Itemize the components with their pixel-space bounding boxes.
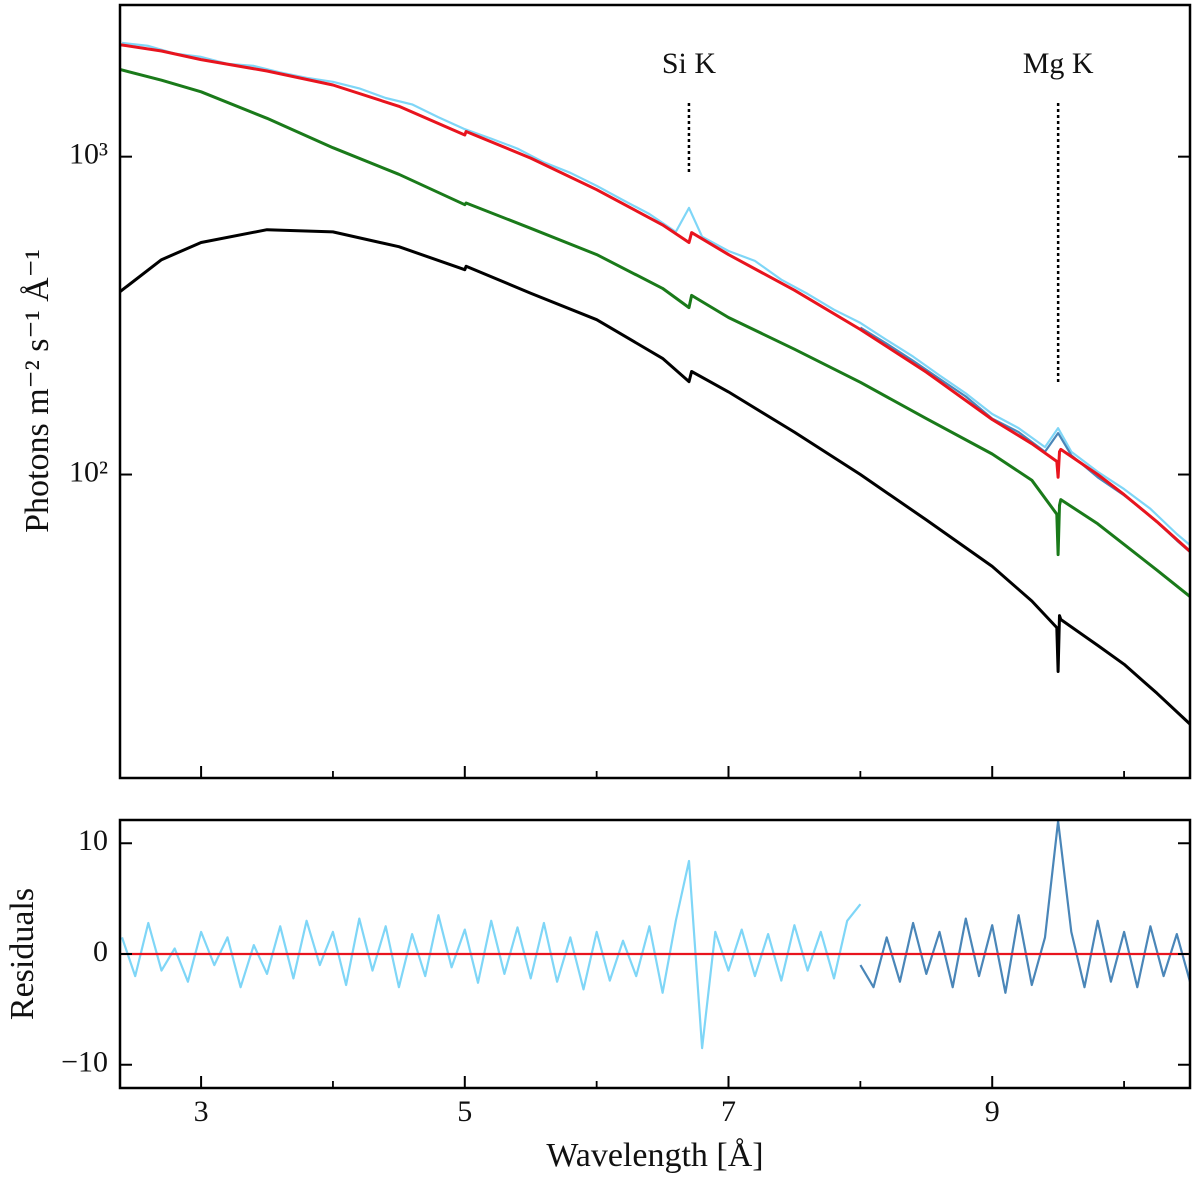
- x-axis-label: Wavelength [Å]: [546, 1137, 763, 1174]
- y-tick-label: 10: [78, 824, 108, 857]
- x-tick-label: 9: [985, 1095, 1000, 1128]
- data-line: [120, 859, 862, 1050]
- annotation-label: Si K: [662, 47, 717, 80]
- data-line: [120, 43, 1190, 553]
- y-tick-label: 10³: [69, 138, 108, 171]
- x-tick-label: 5: [457, 1095, 472, 1128]
- x-tick-label: 3: [194, 1095, 209, 1128]
- y-axis-label: Photons m⁻² s⁻¹ Å⁻¹: [19, 249, 56, 533]
- y-tick-label: 0: [93, 935, 108, 968]
- data-line: [859, 820, 1190, 994]
- y-tick-label: −10: [61, 1046, 108, 1079]
- annotation-label: Mg K: [1023, 47, 1094, 80]
- data-line: [120, 68, 1190, 598]
- y-tick-label: 10²: [69, 455, 108, 488]
- plot-area: [120, 820, 1190, 1050]
- y-axis-label: Residuals: [4, 888, 41, 1020]
- plot-area: [120, 41, 1190, 726]
- data-line: [121, 41, 1190, 546]
- data-line: [120, 228, 1190, 726]
- x-tick-label: 7: [721, 1095, 736, 1128]
- panel-frame: [118, 3, 1192, 780]
